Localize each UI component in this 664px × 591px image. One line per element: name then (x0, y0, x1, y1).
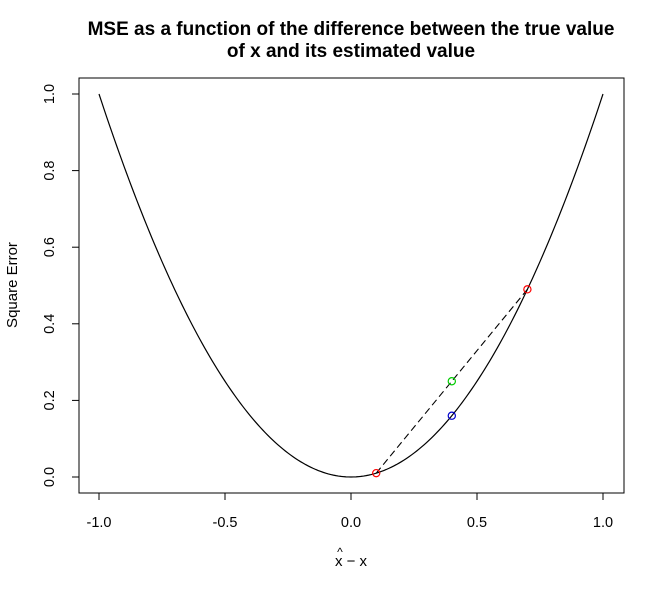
data-point (523, 285, 532, 294)
y-tick-label: 1.0 (42, 84, 58, 104)
chart-title: MSE as a function of the difference betw… (88, 19, 615, 62)
series-layer (98, 93, 604, 478)
chord-dashed-line (375, 288, 528, 474)
x-tick-label: 0.5 (467, 515, 487, 531)
plot-frame (78, 77, 625, 494)
y-tick-label: 0.4 (42, 314, 58, 334)
x-tick-label: -1.0 (87, 515, 112, 531)
y-tick-label: 0.2 (42, 390, 58, 410)
data-point (447, 411, 456, 420)
x-tick-label: 1.0 (593, 515, 613, 531)
data-point (372, 468, 381, 478)
y-axis: 0.0 0.2 0.4 0.6 0.8 1.0 (42, 84, 80, 487)
x-axis-label-hat: ^ (337, 545, 343, 559)
x-tick-label: -0.5 (213, 515, 238, 531)
y-axis-label: Square Error (4, 242, 21, 328)
y-tick-label: 0.6 (42, 237, 58, 257)
x-axis: -1.0 -0.5 0.0 0.5 1.0 (87, 492, 613, 531)
y-tick-label: 0.8 (42, 161, 58, 181)
data-point (447, 377, 456, 386)
points-layer (372, 285, 532, 478)
x-axis-label: ^ x − x (335, 545, 368, 570)
chart-title-line: MSE as a function of the difference betw… (88, 19, 615, 40)
y-tick-label: 0.0 (42, 467, 58, 487)
chart-title-line: of x and its estimated value (227, 41, 475, 62)
square-error-curve (98, 93, 604, 478)
x-tick-label: 0.0 (341, 515, 361, 531)
x-axis-label-main: x − x (335, 553, 368, 570)
